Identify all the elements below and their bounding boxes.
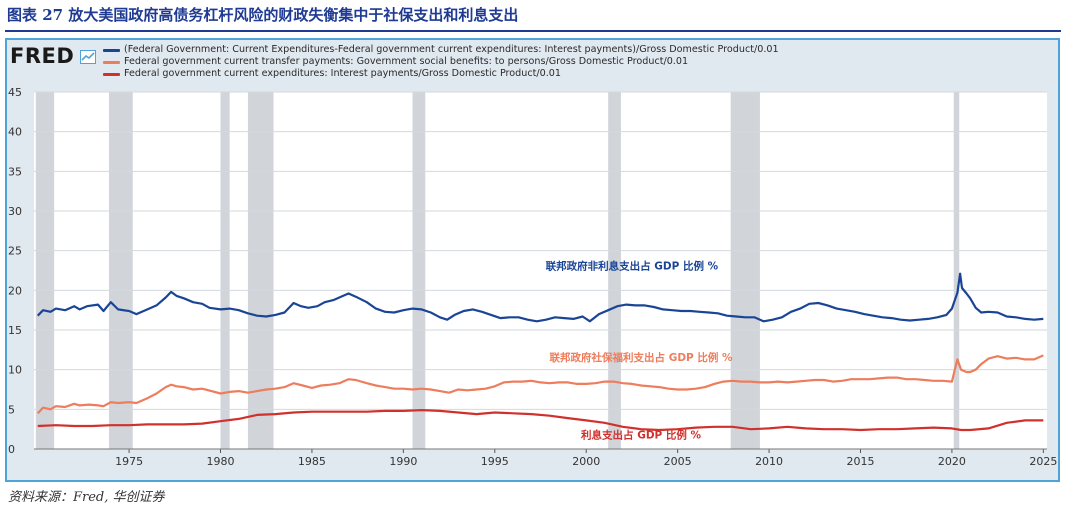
legend-entry-transfers[interactable]: Federal government current transfer paym… <box>103 56 779 68</box>
source-note: 资料来源：Fred, 华创证券 <box>8 490 165 505</box>
legend-swatch <box>103 72 120 76</box>
chart-legend: (Federal Government: Current Expenditure… <box>103 44 779 80</box>
x-tick-label: 2010 <box>755 455 783 468</box>
x-tick-label: 1995 <box>481 455 509 468</box>
figure-title: 图表 27 放大美国政府高债务杠杆风险的财政失衡集中于社保支出和利息支出 <box>7 6 519 24</box>
recession-band <box>108 92 133 449</box>
series-annotation: 联邦政府社保福利支出占 GDP 比例 % <box>550 351 733 364</box>
recession-band <box>608 92 621 449</box>
legend-label: Federal government current transfer paym… <box>124 56 689 67</box>
y-tick-label: 20 <box>8 284 22 297</box>
x-tick-label: 2005 <box>664 455 692 468</box>
recession-band <box>412 92 426 449</box>
x-tick-label: 1990 <box>389 455 417 468</box>
y-tick-label: 40 <box>8 126 22 139</box>
series-line-1 <box>36 354 1044 415</box>
x-tick-label: 1985 <box>298 455 326 468</box>
y-tick-label: 45 <box>8 86 22 99</box>
recession-band <box>220 92 230 449</box>
legend-label: Federal government current expenditures:… <box>124 68 561 79</box>
y-tick-label: 0 <box>8 443 15 456</box>
y-tick-label: 30 <box>8 205 22 218</box>
y-tick-label: 10 <box>8 364 22 377</box>
legend-swatch <box>103 48 120 52</box>
x-tick-label: 2015 <box>846 455 874 468</box>
legend-entry-interest[interactable]: Federal government current expenditures:… <box>103 68 779 80</box>
x-tick-label: 2000 <box>572 455 600 468</box>
legend-swatch <box>103 60 120 64</box>
fred-logo[interactable]: FRED <box>10 44 75 68</box>
y-tick-label: 15 <box>8 324 22 337</box>
recession-band <box>953 92 960 449</box>
recession-band <box>730 92 760 449</box>
fred-chart-icon <box>80 50 96 64</box>
title-rule <box>5 30 1061 32</box>
x-tick-label: 2020 <box>938 455 966 468</box>
series-annotation: 联邦政府非利息支出占 GDP 比例 % <box>546 260 719 273</box>
y-tick-label: 25 <box>8 245 22 258</box>
recession-band <box>35 92 55 449</box>
x-tick-label: 1980 <box>207 455 235 468</box>
x-tick-label: 1975 <box>115 455 143 468</box>
series-line-2 <box>37 409 1044 432</box>
series-annotation: 利息支出占 GDP 比例 % <box>581 429 701 442</box>
y-tick-label: 5 <box>8 403 15 416</box>
y-tick-label: 35 <box>8 165 22 178</box>
legend-entry-noninterest[interactable]: (Federal Government: Current Expenditure… <box>103 44 779 56</box>
plot-area <box>34 92 1047 449</box>
legend-label: (Federal Government: Current Expenditure… <box>124 44 779 55</box>
series-line-0 <box>36 272 1044 323</box>
recession-band <box>247 92 274 449</box>
x-tick-label: 2025 <box>1029 455 1057 468</box>
